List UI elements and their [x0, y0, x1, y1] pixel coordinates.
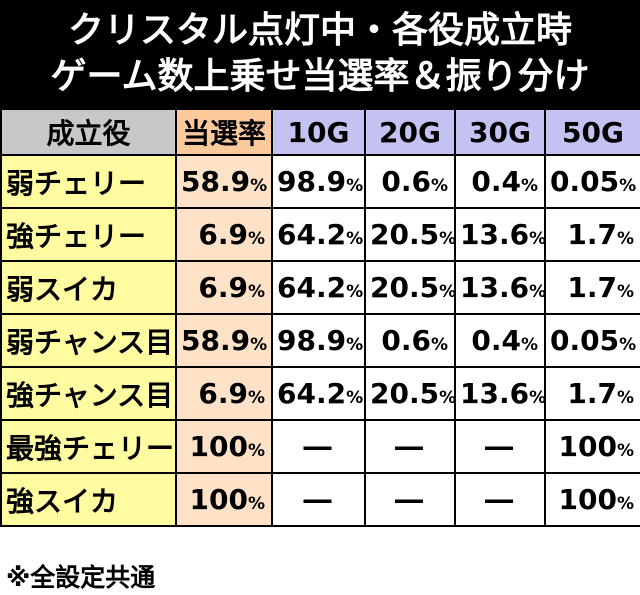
cell-50g: 100%: [544, 419, 640, 474]
cell-50g: 0.05%: [544, 313, 640, 368]
cell-role: 弱チェリー: [0, 154, 177, 209]
cell-20g: 20.5%: [364, 207, 456, 262]
cell-50g: 1.7%: [544, 260, 640, 315]
table-header-row: 成立役 当選率 10G 20G 30G 50G: [0, 108, 640, 156]
cell-10g: 64.2%: [271, 207, 366, 262]
cell-10g: 64.2%: [271, 366, 366, 421]
cell-30g: 13.6%: [454, 260, 546, 315]
cell-role: 最強チェリー: [0, 419, 177, 474]
table-row: 強チェリー 6.9% 64.2% 20.5% 13.6% 1.7%: [0, 207, 640, 262]
cell-50g: 0.05%: [544, 154, 640, 209]
cell-30g: 13.6%: [454, 207, 546, 262]
cell-20g: 0.6%: [364, 154, 456, 209]
cell-rate: 6.9%: [175, 366, 273, 421]
column-header-10g: 10G: [271, 108, 366, 156]
cell-10g: 98.9%: [271, 313, 366, 368]
table-row: 弱チャンス目 58.9% 98.9% 0.6% 0.4% 0.05%: [0, 313, 640, 368]
cell-role: 強チャンス目: [0, 366, 177, 421]
cell-20g: 20.5%: [364, 260, 456, 315]
footnote: ※全設定共通: [6, 563, 156, 592]
cell-rate: 100%: [175, 419, 273, 474]
column-header-role: 成立役: [0, 108, 177, 156]
table-row: 強チャンス目 6.9% 64.2% 20.5% 13.6% 1.7%: [0, 366, 640, 421]
cell-role: 強チェリー: [0, 207, 177, 262]
title-line-2: ゲーム数上乗せ当選率＆振り分け: [50, 56, 590, 97]
column-header-rate: 当選率: [175, 108, 273, 156]
cell-50g: 1.7%: [544, 366, 640, 421]
column-header-50g: 50G: [544, 108, 640, 156]
cell-role: 強スイカ: [0, 472, 177, 527]
cell-20g: ―: [364, 472, 456, 527]
cell-10g: 64.2%: [271, 260, 366, 315]
cell-30g: 0.4%: [454, 154, 546, 209]
cell-10g: ―: [271, 472, 366, 527]
column-header-30g: 30G: [454, 108, 546, 156]
page-title: クリスタル点灯中・各役成立時 ゲーム数上乗せ当選率＆振り分け: [0, 0, 640, 108]
cell-role: 弱チャンス目: [0, 313, 177, 368]
cell-rate: 100%: [175, 472, 273, 527]
cell-20g: 20.5%: [364, 366, 456, 421]
table-row: 強スイカ 100% ― ― ― 100%: [0, 472, 640, 527]
cell-rate: 58.9%: [175, 154, 273, 209]
cell-30g: 13.6%: [454, 366, 546, 421]
table-row: 最強チェリー 100% ― ― ― 100%: [0, 419, 640, 474]
cell-rate: 58.9%: [175, 313, 273, 368]
cell-50g: 1.7%: [544, 207, 640, 262]
cell-50g: 100%: [544, 472, 640, 527]
title-line-1: クリスタル点灯中・各役成立時: [67, 10, 572, 51]
cell-20g: ―: [364, 419, 456, 474]
cell-10g: 98.9%: [271, 154, 366, 209]
rate-table: 成立役 当選率 10G 20G 30G 50G 弱チェリー 58.9% 98.9% 0…: [0, 108, 640, 527]
cell-10g: ―: [271, 419, 366, 474]
cell-30g: ―: [454, 419, 546, 474]
cell-rate: 6.9%: [175, 207, 273, 262]
table-row: 弱スイカ 6.9% 64.2% 20.5% 13.6% 1.7%: [0, 260, 640, 315]
cell-rate: 6.9%: [175, 260, 273, 315]
table-row: 弱チェリー 58.9% 98.9% 0.6% 0.4% 0.05%: [0, 154, 640, 209]
cell-20g: 0.6%: [364, 313, 456, 368]
cell-30g: 0.4%: [454, 313, 546, 368]
cell-role: 弱スイカ: [0, 260, 177, 315]
cell-30g: ―: [454, 472, 546, 527]
column-header-20g: 20G: [364, 108, 456, 156]
